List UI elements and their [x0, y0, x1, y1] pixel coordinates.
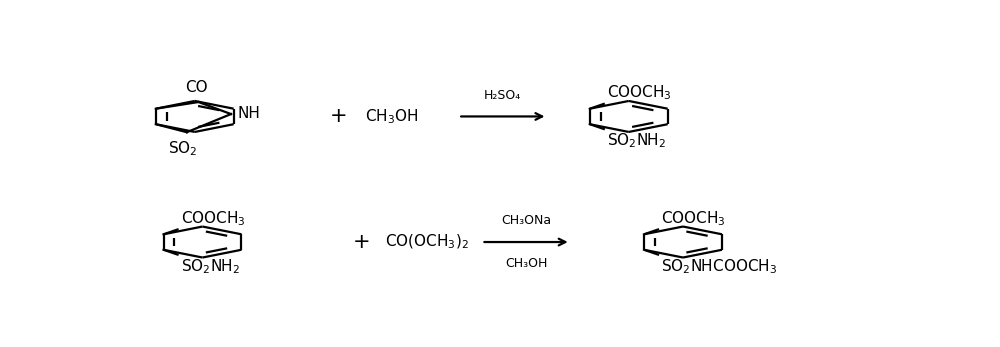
Text: H₂SO₄: H₂SO₄: [484, 89, 521, 102]
Text: CO: CO: [186, 79, 208, 94]
Text: CH$_3$OH: CH$_3$OH: [365, 107, 419, 126]
Text: SO$_2$NH$_2$: SO$_2$NH$_2$: [607, 132, 666, 150]
Text: CH₃ONa: CH₃ONa: [501, 214, 551, 227]
Text: +: +: [353, 232, 370, 252]
Text: SO$_2$NH$_2$: SO$_2$NH$_2$: [181, 257, 240, 276]
Text: CO(OCH$_3$)$_2$: CO(OCH$_3$)$_2$: [385, 233, 469, 251]
Text: SO$_2$: SO$_2$: [168, 139, 198, 158]
Text: +: +: [329, 107, 347, 126]
Text: NH: NH: [237, 106, 260, 121]
Text: COOCH$_3$: COOCH$_3$: [181, 209, 245, 228]
Text: COOCH$_3$: COOCH$_3$: [661, 209, 726, 228]
Text: CH₃OH: CH₃OH: [505, 257, 547, 270]
Text: SO$_2$NHCOOCH$_3$: SO$_2$NHCOOCH$_3$: [661, 257, 777, 276]
Text: COOCH$_3$: COOCH$_3$: [607, 83, 672, 102]
